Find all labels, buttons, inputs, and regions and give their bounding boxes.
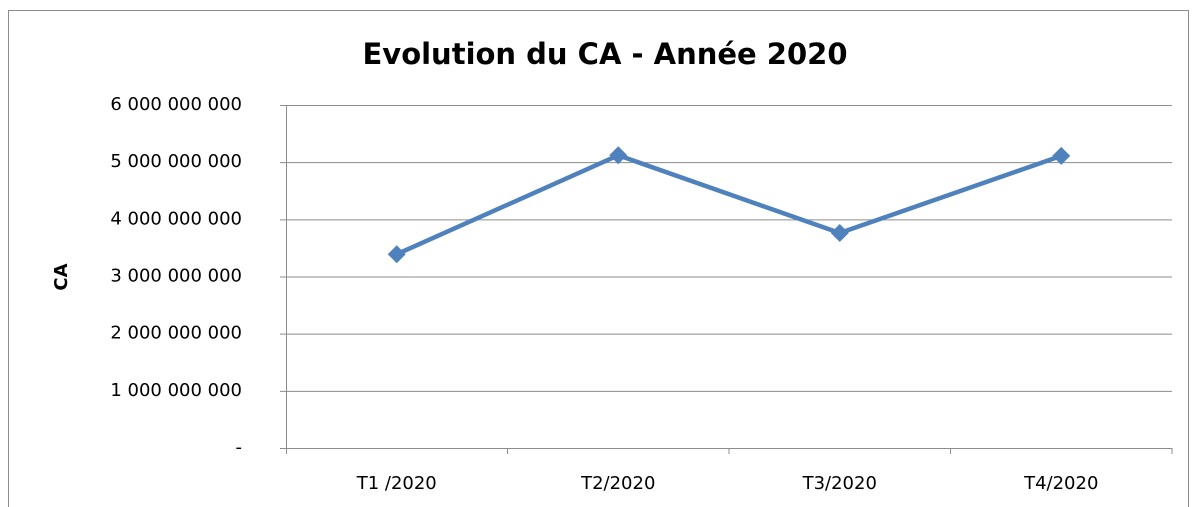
x-tick-label: T3/2020 [802, 473, 877, 494]
data-point [387, 245, 406, 264]
x-tick-label: T4/2020 [1023, 473, 1098, 494]
data-line [395, 153, 1062, 257]
y-tick-label: 1 000 000 000 [110, 380, 242, 401]
data-point [830, 224, 849, 243]
y-tick-label: 2 000 000 000 [110, 323, 242, 344]
x-tick-label: T1 /2020 [356, 473, 437, 494]
chart-frame [8, 10, 1189, 507]
y-tick-label: 3 000 000 000 [110, 266, 242, 287]
y-tick-label: 6 000 000 000 [110, 94, 242, 115]
y-tick-label: - [236, 437, 243, 458]
y-axis-label: CA [51, 263, 72, 290]
data-point [1052, 146, 1071, 165]
y-tick-label: 4 000 000 000 [110, 208, 242, 229]
chart-title: Evolution du CA - Année 2020 [362, 37, 847, 71]
x-tick-label: T2/2020 [580, 473, 655, 494]
data-point [609, 146, 628, 165]
y-tick-label: 5 000 000 000 [110, 151, 242, 172]
